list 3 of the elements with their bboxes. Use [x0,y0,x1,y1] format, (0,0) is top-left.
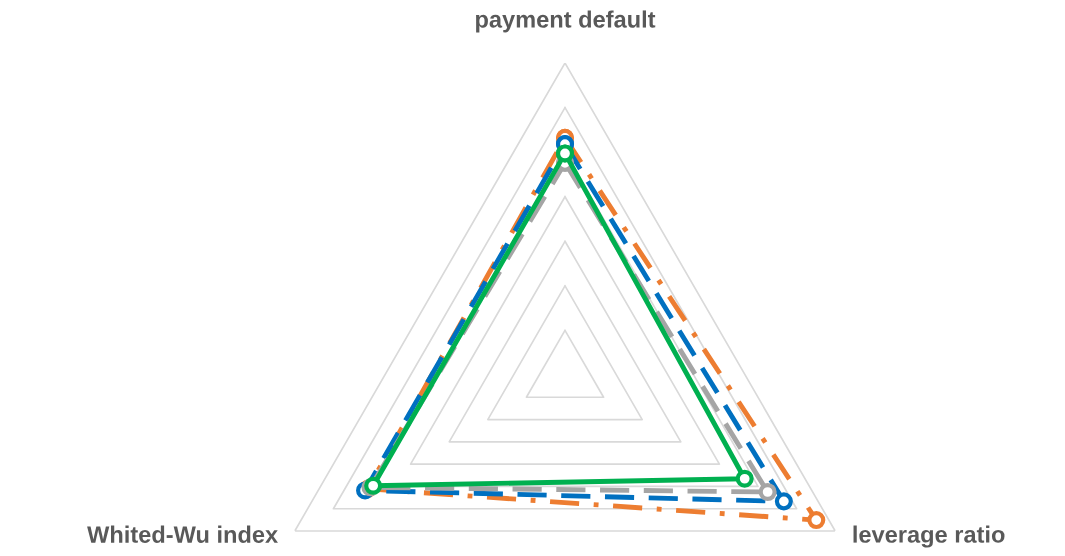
spoke-label: payment default [476,10,656,33]
spoke-label: Whited-Wu index [87,525,278,543]
spoke-label: leverage ratio [853,525,1005,548]
